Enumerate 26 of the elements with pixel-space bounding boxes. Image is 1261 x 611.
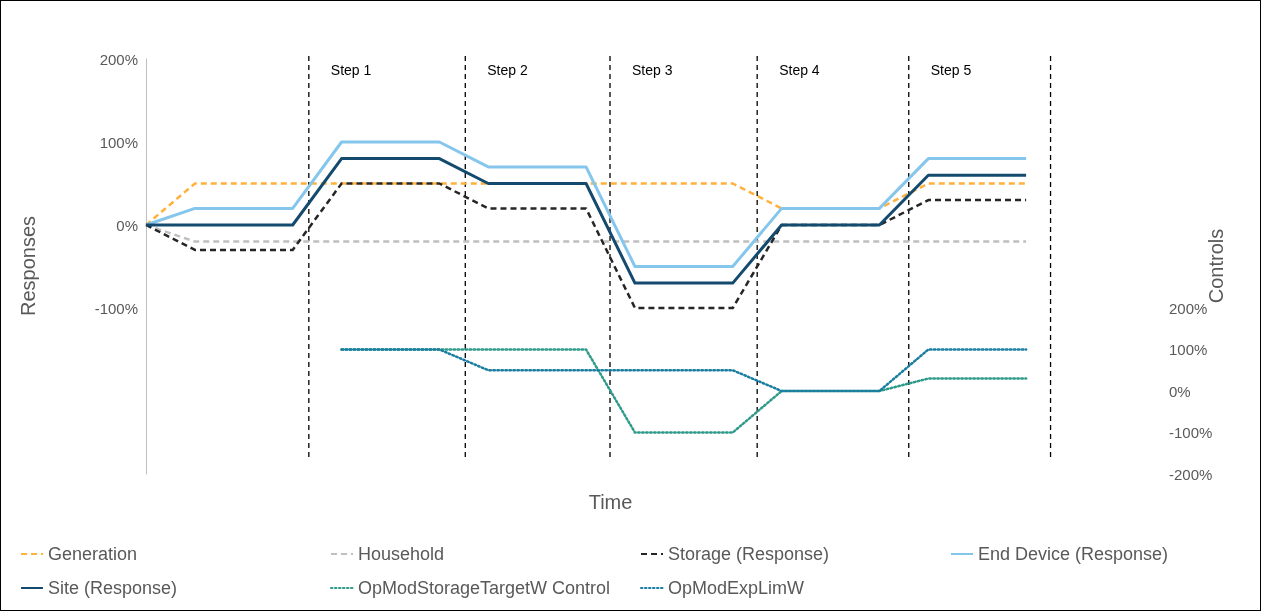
legend-label: Generation — [48, 544, 138, 564]
annotation: Step 2 — [487, 62, 528, 78]
annotation: Step 1 — [330, 62, 372, 78]
line-series — [144, 157, 1028, 285]
y2-tick-label: -200% — [1169, 465, 1213, 483]
y2-tick-label: -100% — [1169, 424, 1213, 441]
y2-tick-label: 0% — [1169, 382, 1191, 400]
legend-label: OpModStorageTargetW Control — [358, 578, 611, 598]
y-tick-label: -100% — [94, 299, 138, 317]
y2-axis-title: Controls — [1205, 228, 1227, 304]
legend-label: OpModExpLimW — [668, 578, 805, 598]
y2-tick-label: 200% — [1169, 299, 1208, 317]
annotation: Step 4 — [779, 62, 820, 78]
legend-label: Storage (Response) — [668, 544, 830, 564]
y-tick-label: 100% — [99, 133, 138, 151]
legend-label: Household — [358, 544, 445, 564]
legend-label: End Device (Response) — [978, 544, 1169, 564]
annotation: Step 5 — [930, 62, 972, 78]
y-tick-label: 0% — [116, 216, 138, 234]
legend-label: Site (Response) — [48, 578, 178, 598]
y-tick-label: 200% — [99, 50, 138, 68]
y-axis-title: Responses — [17, 215, 39, 317]
line-series — [144, 140, 1028, 268]
y2-tick-label: 100% — [1169, 341, 1208, 358]
x-axis-title: Time — [588, 491, 633, 513]
annotation: Step 3 — [632, 62, 673, 78]
